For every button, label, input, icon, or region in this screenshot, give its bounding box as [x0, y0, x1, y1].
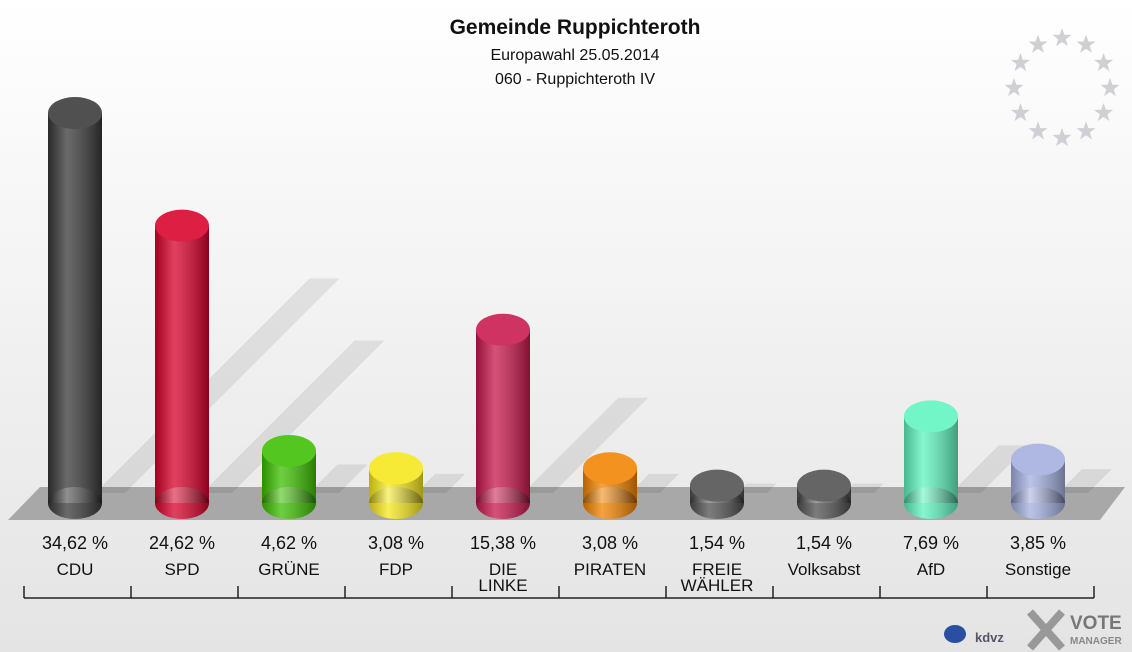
bar-top-shine: [583, 452, 637, 485]
bar-shadow: [844, 483, 884, 493]
bar-top-shine: [476, 313, 530, 346]
bar-top-shine: [904, 400, 958, 433]
bar-top-shine: [797, 469, 851, 502]
logo-text: MANAGER: [1070, 636, 1122, 647]
star: [1094, 53, 1114, 72]
bar-top: [262, 434, 316, 467]
logo-icon: [944, 625, 966, 643]
value-label: 3,08 %: [367, 533, 425, 553]
bar-top-shine: [369, 452, 423, 485]
value-label: 4,62 %: [260, 533, 318, 553]
bar-shadow: [309, 464, 368, 493]
star: [1004, 78, 1024, 97]
bar-shading: [262, 487, 316, 519]
x-tick-label: AfD: [916, 560, 946, 579]
bar-top: [690, 469, 744, 502]
bar-shadow: [1058, 469, 1112, 493]
bar-shading: [155, 487, 209, 519]
x-tick-label: SPD: [164, 560, 200, 579]
chart-subtitle: 060 - Ruppichteroth IV: [495, 71, 655, 88]
star: [1094, 103, 1114, 122]
bar-top: [155, 209, 209, 242]
bar-shadow: [416, 473, 466, 493]
star: [1010, 103, 1030, 122]
x-tick-label: Volksabst: [787, 560, 861, 579]
value-label: 24,62 %: [148, 533, 216, 553]
value-label: 1,54 %: [795, 533, 853, 553]
bar-shading: [904, 487, 958, 519]
bar-top: [797, 469, 851, 502]
bar-shading: [1011, 487, 1065, 519]
x-tick-label: Sonstige: [1004, 560, 1072, 579]
x-tick-label: CDU: [56, 560, 94, 579]
bar-top: [904, 400, 958, 433]
star: [1076, 121, 1096, 140]
bar-shadow: [523, 397, 649, 493]
bar-top: [48, 97, 102, 129]
x-tick-label: FDP: [379, 560, 413, 579]
bar-top-shine: [690, 469, 744, 502]
bar-top-shine: [155, 209, 209, 242]
value-label: 34,62 %: [41, 533, 109, 553]
bar-shading: [476, 487, 530, 519]
star: [1010, 53, 1030, 72]
bar-shadow: [951, 445, 1029, 493]
x-tick-label: GRÜNE: [258, 560, 320, 579]
bar-top-shine: [1011, 443, 1065, 476]
bar-shading: [583, 487, 637, 519]
star: [1052, 128, 1072, 147]
x-tick-label: DIE LINKE: [478, 560, 528, 595]
bar-top-shine: [262, 434, 316, 467]
value-label: 3,85 %: [1009, 533, 1067, 553]
bar-shading: [48, 113, 102, 503]
logo-icon: [1027, 609, 1065, 651]
bar-top-shine: [48, 97, 102, 129]
star: [1052, 28, 1072, 47]
value-label: 7,69 %: [902, 533, 960, 553]
bar-top: [369, 452, 423, 485]
x-tick-label: PIRATEN: [573, 560, 647, 579]
chart-title: Gemeinde Ruppichteroth: [450, 16, 701, 39]
bar-shadow: [630, 473, 680, 493]
star: [1028, 34, 1048, 53]
bar-top: [1011, 443, 1065, 476]
bar-top: [476, 313, 530, 346]
bar-shading: [48, 487, 102, 519]
value-label: 1,54 %: [688, 533, 746, 553]
star: [1100, 78, 1120, 97]
star: [1076, 34, 1096, 53]
bar-shadow: [737, 483, 777, 493]
bar-shadow: [202, 340, 385, 493]
logo-text: VOTE: [1070, 613, 1122, 634]
star: [1028, 121, 1048, 140]
logo-text: kdvz: [975, 630, 1004, 645]
x-tick-label: FREIE WÄHLER: [680, 560, 754, 595]
bar-shading: [369, 487, 423, 519]
chart-subtitle: Europawahl 25.05.2014: [490, 47, 659, 64]
bar-shading: [476, 329, 530, 503]
value-label: 15,38 %: [469, 533, 537, 553]
bar-top: [583, 452, 637, 485]
bar-shading: [155, 225, 209, 503]
value-label: 3,08 %: [581, 533, 639, 553]
